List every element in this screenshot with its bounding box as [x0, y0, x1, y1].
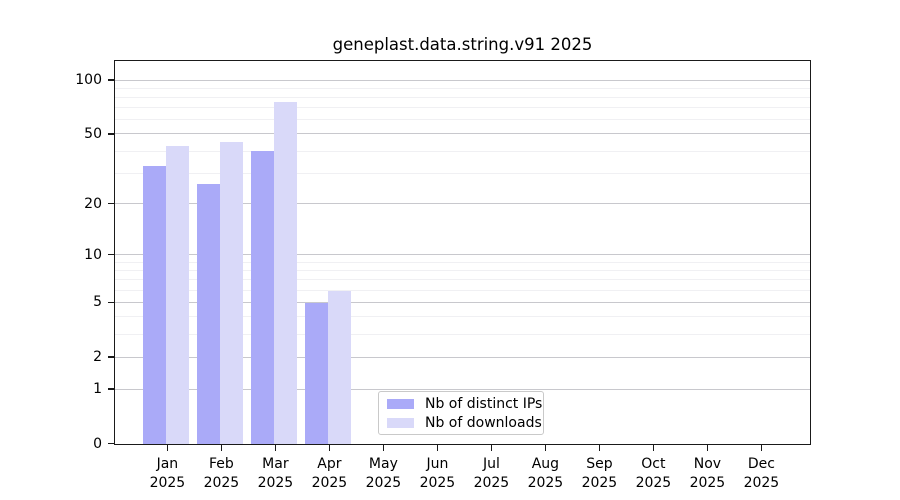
- gridline-minor: [115, 316, 810, 318]
- x-tick-label-oct: Oct 2025: [635, 456, 672, 491]
- x-tick-may: [382, 445, 385, 451]
- x-tick-label-dec: Dec 2025: [743, 456, 780, 491]
- gridline-minor: [115, 107, 810, 109]
- gridline-minor: [115, 289, 810, 291]
- gridline-major-50: [115, 133, 810, 135]
- x-tick-label-sep: Sep 2025: [581, 456, 618, 491]
- gridline-minor: [115, 172, 810, 174]
- plot-area: [114, 60, 811, 445]
- x-tick-dec: [760, 445, 763, 451]
- x-tick-jul: [490, 445, 493, 451]
- y-tick-label-1: 1: [93, 381, 102, 397]
- y-tick-10: [108, 254, 114, 256]
- gridline-major-2: [115, 356, 810, 358]
- x-tick-jan: [166, 445, 169, 451]
- bar-nb-of-distinct-ips-jan: [142, 166, 166, 444]
- y-tick-label-10: 10: [84, 246, 102, 263]
- gridline-minor: [115, 119, 810, 121]
- gridline-major-100: [115, 79, 810, 81]
- y-tick-5: [108, 301, 114, 304]
- x-tick-sep: [598, 445, 601, 451]
- x-tick-label-nov: Nov 2025: [689, 456, 726, 491]
- x-tick-mar: [274, 445, 277, 451]
- bar-nb-of-distinct-ips-apr: [304, 302, 328, 444]
- x-tick-label-jun: Jun 2025: [419, 456, 456, 491]
- legend-label-distinct-ips: Nb of distinct IPs: [425, 395, 543, 412]
- gridline-minor: [115, 97, 810, 99]
- bar-nb-of-downloads-mar: [273, 101, 297, 444]
- gridline-minor: [115, 270, 810, 272]
- bar-nb-of-downloads-apr: [327, 290, 351, 444]
- y-tick-2: [108, 356, 114, 358]
- y-tick-50: [108, 133, 114, 135]
- y-tick-label-5: 5: [93, 294, 102, 311]
- x-tick-label-jul: Jul 2025: [473, 456, 510, 491]
- x-tick-label-may: May 2025: [365, 456, 402, 491]
- gridline-major-20: [115, 203, 810, 205]
- x-tick-jun: [436, 445, 439, 451]
- bar-nb-of-downloads-jan: [165, 145, 189, 444]
- gridline-minor: [115, 334, 810, 335]
- x-tick-aug: [544, 445, 547, 451]
- x-tick-label-aug: Aug 2025: [527, 456, 564, 491]
- legend: Nb of distinct IPs Nb of downloads: [378, 391, 544, 435]
- legend-entry-downloads: Nb of downloads: [387, 415, 542, 431]
- y-tick-label-20: 20: [84, 195, 102, 212]
- x-tick-label-feb: Feb 2025: [203, 456, 240, 491]
- y-tick-label-50: 50: [84, 125, 102, 142]
- gridline-minor: [115, 279, 810, 281]
- y-tick-100: [108, 79, 114, 81]
- gridline-major-1: [115, 388, 810, 390]
- legend-swatch-distinct-ips-icon: [387, 398, 414, 409]
- gridline-minor: [115, 87, 810, 89]
- bar-nb-of-downloads-feb: [219, 142, 243, 444]
- gridline-major-5: [115, 302, 810, 304]
- x-tick-apr: [328, 445, 331, 451]
- y-tick-1: [108, 388, 114, 390]
- x-tick-label-mar: Mar 2025: [257, 456, 294, 491]
- y-tick-label-0: 0: [93, 435, 102, 452]
- bar-nb-of-distinct-ips-feb: [196, 184, 220, 444]
- y-tick-label-2: 2: [93, 349, 102, 366]
- x-tick-label-jan: Jan 2025: [149, 456, 186, 491]
- chart-title: geneplast.data.string.v91 2025: [332, 35, 593, 54]
- x-tick-label-apr: Apr 2025: [311, 456, 348, 491]
- gridline-major-10: [115, 254, 810, 256]
- x-tick-oct: [652, 445, 655, 451]
- gridline-minor: [115, 261, 810, 263]
- x-tick-nov: [706, 445, 709, 451]
- legend-label-downloads: Nb of downloads: [425, 414, 542, 431]
- x-tick-feb: [220, 445, 223, 451]
- y-tick-label-100: 100: [75, 72, 102, 89]
- y-tick-20: [108, 203, 114, 205]
- y-tick-0: [108, 442, 114, 445]
- legend-entry-distinct-ips: Nb of distinct IPs: [387, 396, 542, 412]
- gridline-minor: [115, 150, 810, 152]
- legend-swatch-downloads-icon: [387, 417, 414, 428]
- bar-nb-of-distinct-ips-mar: [250, 151, 274, 444]
